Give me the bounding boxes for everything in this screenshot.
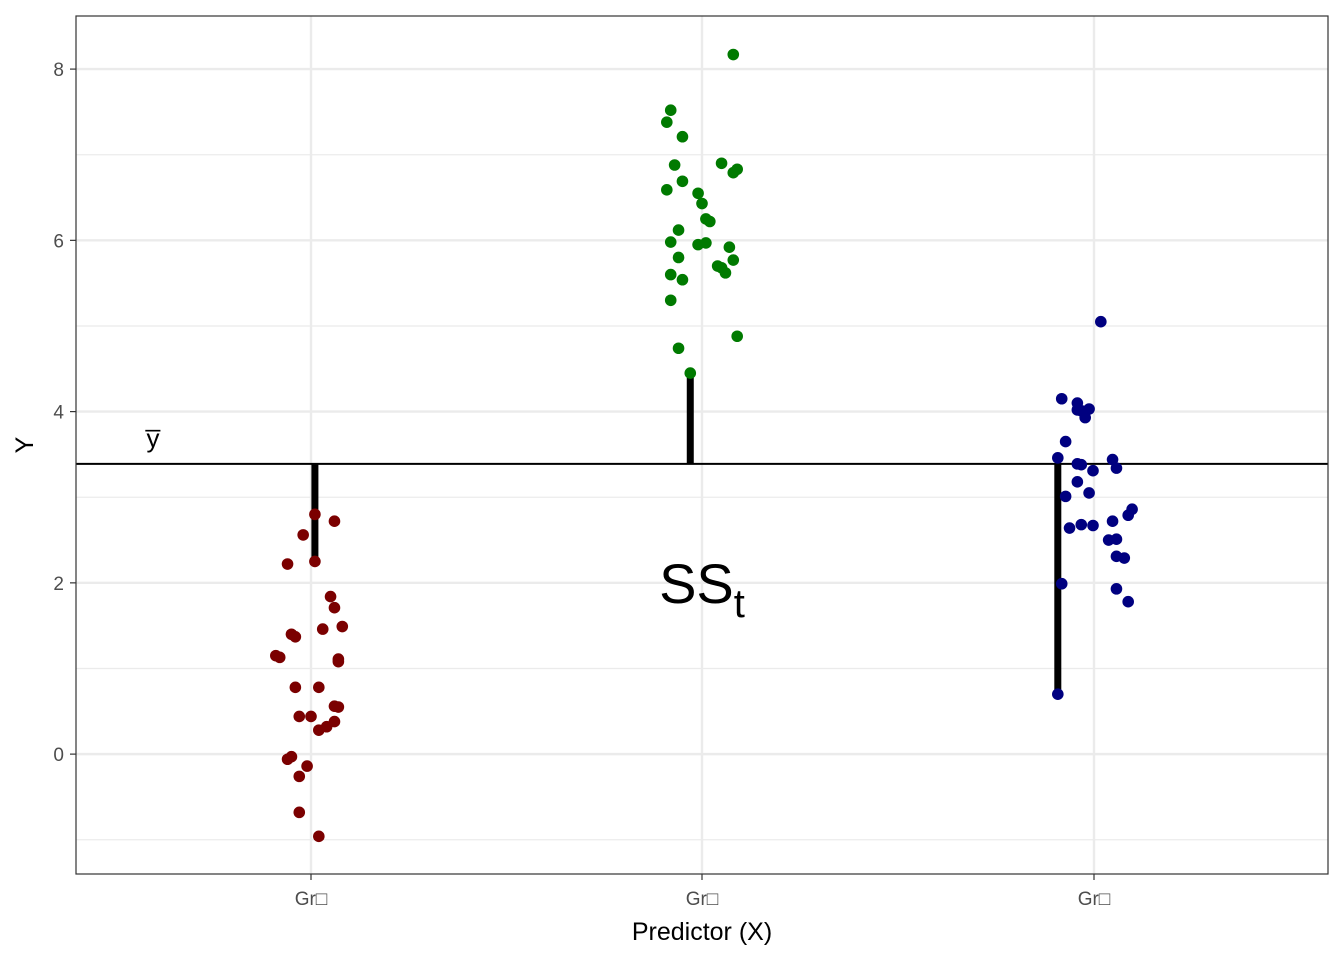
data-point bbox=[1075, 518, 1088, 531]
y-tick-label: 8 bbox=[53, 60, 64, 81]
data-point bbox=[1059, 490, 1072, 503]
y-tick-label: 6 bbox=[53, 231, 64, 252]
data-point bbox=[1055, 577, 1068, 590]
y-tick-label: 4 bbox=[53, 403, 64, 424]
data-point bbox=[1055, 392, 1068, 405]
data-point bbox=[1106, 515, 1119, 528]
x-tick-label: Gr□ bbox=[1078, 889, 1111, 910]
data-point bbox=[1052, 452, 1064, 464]
data-point bbox=[672, 224, 685, 236]
data-point bbox=[309, 555, 321, 568]
data-point bbox=[676, 175, 689, 188]
data-point bbox=[281, 753, 294, 766]
data-point bbox=[328, 601, 341, 614]
data-point bbox=[289, 681, 302, 694]
data-point bbox=[1059, 435, 1072, 448]
data-point bbox=[301, 760, 313, 772]
data-point bbox=[1083, 487, 1095, 499]
data-point bbox=[1110, 550, 1123, 563]
data-point bbox=[273, 651, 286, 664]
data-point bbox=[668, 159, 681, 171]
data-point bbox=[332, 701, 345, 713]
data-point bbox=[332, 655, 345, 668]
data-points bbox=[270, 48, 1138, 843]
data-point bbox=[661, 184, 673, 196]
data-point bbox=[1122, 509, 1134, 522]
data-point bbox=[664, 268, 677, 281]
data-point bbox=[676, 273, 689, 286]
x-axis-title: Predictor (X) bbox=[632, 918, 772, 946]
data-point bbox=[676, 130, 689, 143]
data-point bbox=[313, 830, 325, 843]
data-point bbox=[684, 367, 697, 379]
data-point bbox=[313, 724, 325, 736]
data-point bbox=[692, 187, 704, 200]
data-point bbox=[704, 215, 716, 228]
data-point bbox=[1052, 688, 1064, 700]
data-point bbox=[723, 241, 736, 253]
data-point bbox=[664, 294, 677, 307]
mean-label: y̅ bbox=[145, 423, 161, 453]
data-point bbox=[1079, 411, 1091, 424]
data-point bbox=[1110, 533, 1123, 545]
data-point bbox=[336, 620, 349, 633]
data-point bbox=[727, 166, 740, 179]
data-point bbox=[1095, 315, 1107, 328]
data-point bbox=[672, 251, 685, 264]
data-point bbox=[328, 515, 341, 528]
data-point bbox=[692, 238, 704, 251]
data-point bbox=[297, 529, 309, 541]
data-point bbox=[696, 197, 708, 210]
data-point bbox=[719, 267, 732, 279]
data-point bbox=[1063, 522, 1076, 534]
data-point bbox=[1110, 462, 1123, 474]
data-point bbox=[281, 558, 294, 570]
data-point bbox=[1122, 595, 1134, 608]
data-point bbox=[727, 48, 740, 61]
y-axis: 0 2 4 6 8 bbox=[53, 60, 76, 766]
ss-annotation-subscript: t bbox=[734, 582, 745, 626]
ss-annotation: SSt bbox=[659, 552, 745, 626]
data-point bbox=[664, 104, 677, 116]
ss-annotation-base: SS bbox=[659, 552, 734, 615]
data-point bbox=[293, 806, 306, 819]
data-point bbox=[1075, 458, 1088, 471]
data-point bbox=[1087, 464, 1099, 477]
data-point bbox=[715, 157, 728, 170]
data-point bbox=[672, 342, 685, 355]
data-point bbox=[664, 236, 677, 248]
data-point bbox=[305, 710, 317, 723]
data-point bbox=[661, 116, 673, 128]
y-tick-label: 2 bbox=[53, 574, 64, 595]
x-tick-label: Gr□ bbox=[295, 889, 328, 910]
y-axis-title: Y bbox=[11, 436, 39, 453]
y-tick-label: 0 bbox=[53, 745, 64, 766]
data-point bbox=[289, 631, 302, 643]
data-point bbox=[293, 710, 306, 723]
data-point bbox=[1071, 476, 1084, 488]
data-point bbox=[1110, 583, 1123, 595]
data-point bbox=[309, 508, 321, 521]
data-point bbox=[1087, 519, 1099, 532]
data-point bbox=[727, 254, 740, 266]
data-point bbox=[324, 590, 337, 603]
data-point bbox=[313, 681, 325, 694]
data-point bbox=[316, 623, 329, 635]
data-point bbox=[293, 770, 306, 783]
x-axis: Gr□ Gr□ Gr□ bbox=[295, 874, 1111, 910]
x-tick-label: Gr□ bbox=[686, 889, 719, 910]
data-point bbox=[731, 330, 743, 343]
